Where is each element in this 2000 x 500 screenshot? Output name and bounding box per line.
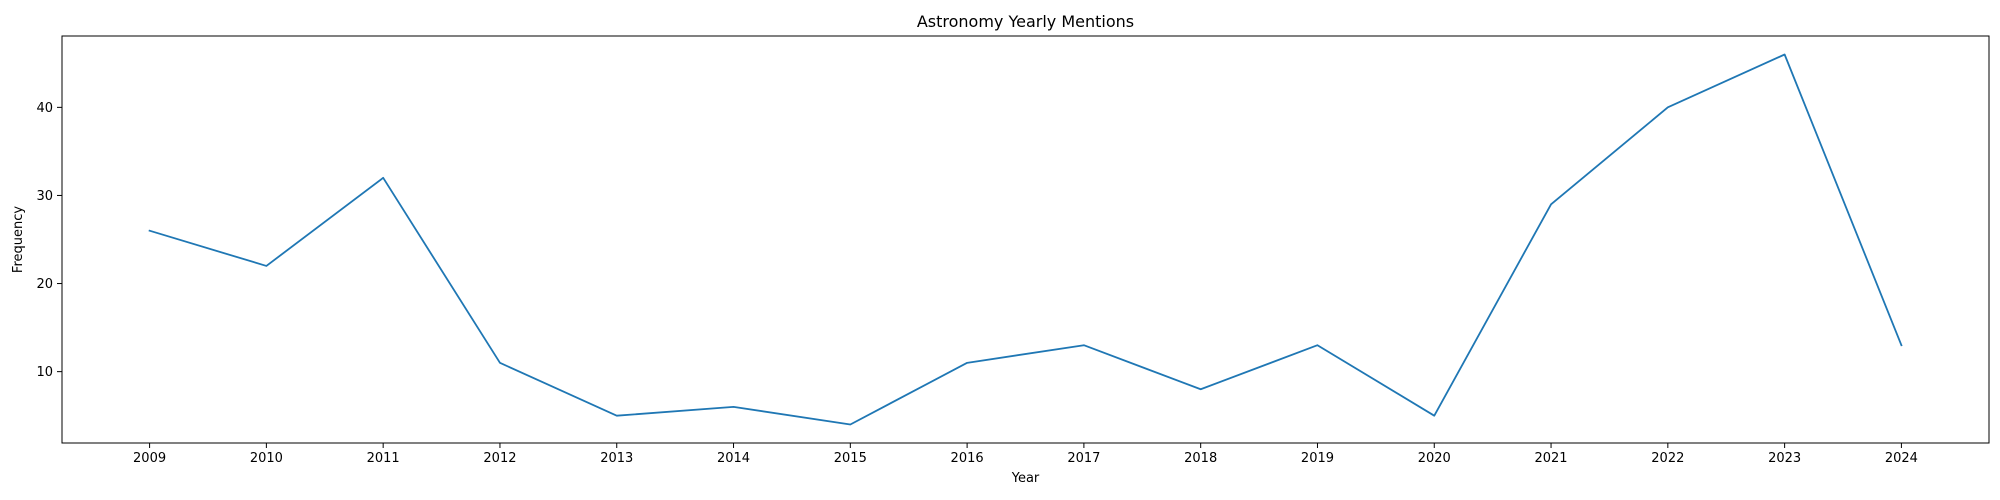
series-lines (148, 53, 1903, 426)
x-tick-label: 2018 (1184, 451, 1217, 466)
chart-title: Astronomy Yearly Mentions (917, 12, 1134, 31)
y-tick-label: 20 (36, 277, 53, 292)
x-tick-label: 2011 (367, 451, 400, 466)
y-tick-label: 40 (36, 101, 53, 116)
x-tick-label: 2017 (1067, 451, 1100, 466)
x-tick-label: 2015 (834, 451, 867, 466)
y-tick-label: 30 (36, 189, 53, 204)
series-line (148, 53, 1903, 426)
x-tick-label: 2013 (600, 451, 633, 466)
x-tick-label: 2012 (483, 451, 516, 466)
x-tick-label: 2010 (250, 451, 283, 466)
x-tick-label: 2020 (1418, 451, 1451, 466)
x-tick-label: 2023 (1768, 451, 1801, 466)
x-tick-label: 2022 (1651, 451, 1684, 466)
y-axis-title: Frequency (11, 206, 26, 273)
x-tick-label: 2021 (1534, 451, 1567, 466)
x-axis-title: Year (1011, 471, 1040, 486)
axis-ticks: 2009 2010 2011 2012 2013 2014 2015 2016 2017 2018… (36, 101, 1918, 466)
x-tick-label: 2016 (951, 451, 984, 466)
x-tick-label: 2014 (717, 451, 750, 466)
x-tick-label: 2009 (133, 451, 166, 466)
x-tick-label: 2024 (1885, 451, 1918, 466)
plot-frame (61, 35, 1990, 444)
x-tick-label: 2019 (1301, 451, 1334, 466)
y-tick-label: 10 (36, 365, 53, 380)
